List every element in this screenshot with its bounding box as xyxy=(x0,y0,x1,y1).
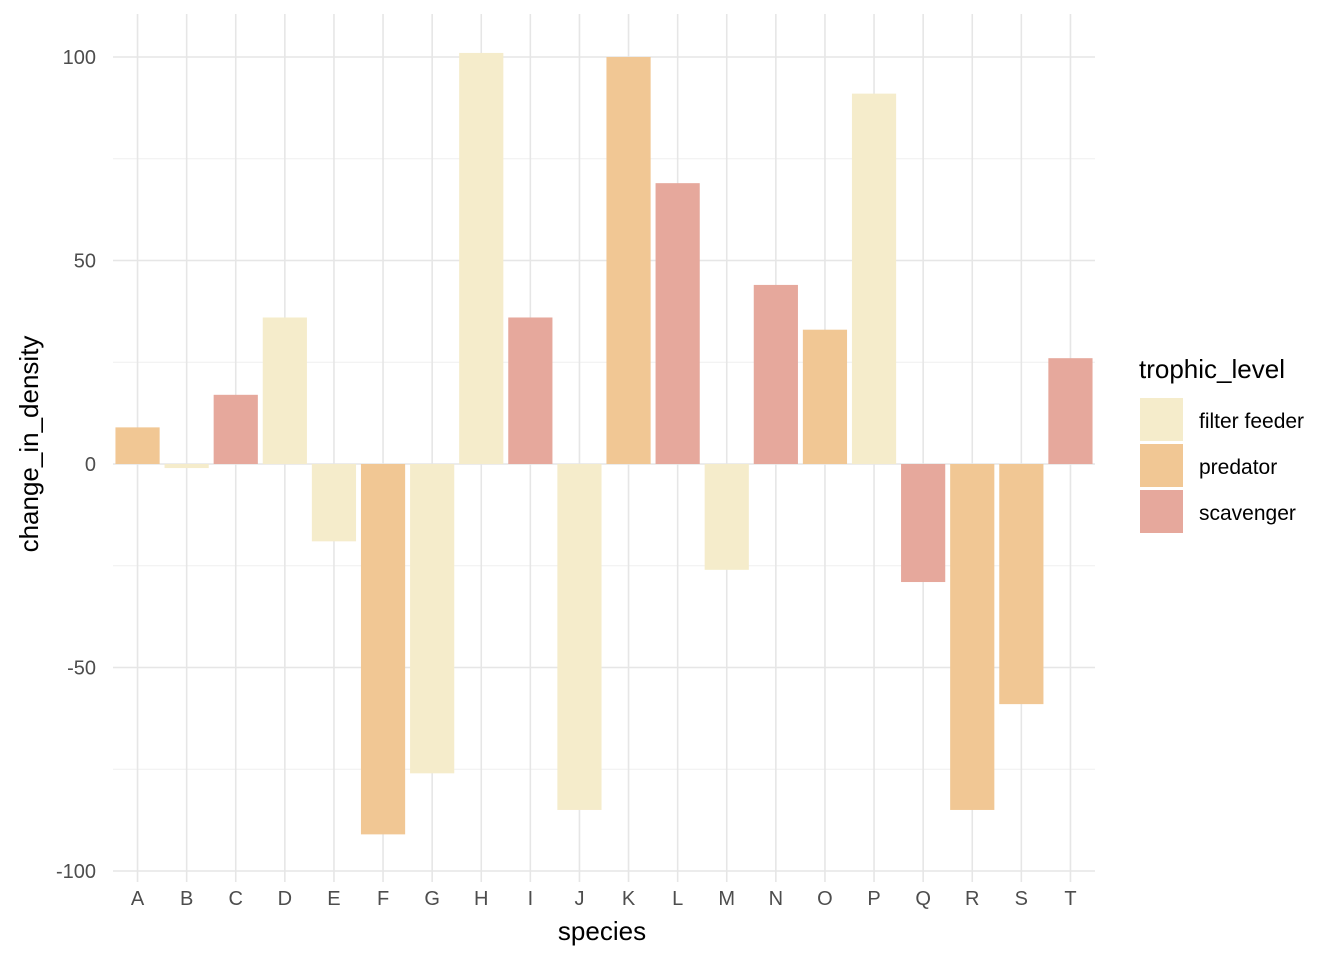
bar-N xyxy=(753,284,798,464)
y-axis-ticks: -100 -50 0 50 100 xyxy=(56,47,96,883)
x-tick-label-R: R xyxy=(965,888,979,910)
y-axis-title: change_in_density xyxy=(14,336,44,553)
legend: trophic_level filter feeder predator scave… xyxy=(1139,354,1304,533)
legend-swatch-predator xyxy=(1140,444,1183,487)
x-tick-label-C: C xyxy=(229,888,243,910)
bar-L xyxy=(655,183,700,465)
x-tick-label-B: B xyxy=(180,888,193,910)
grid-lines xyxy=(113,14,1095,882)
x-tick-label-J: J xyxy=(574,888,584,910)
x-tick-label-H: H xyxy=(474,888,488,910)
x-tick-label-P: P xyxy=(867,888,880,910)
legend-label: filter feeder xyxy=(1199,410,1304,433)
x-tick-label-I: I xyxy=(528,888,534,910)
legend-label: scavenger xyxy=(1199,502,1296,525)
x-tick-label-M: M xyxy=(718,888,735,910)
y-tick-label: 50 xyxy=(74,251,96,273)
x-axis-title: species xyxy=(558,916,646,946)
bar-Q xyxy=(901,464,946,583)
x-tick-label-D: D xyxy=(278,888,292,910)
bar-O xyxy=(802,329,848,464)
bar-R xyxy=(950,464,995,810)
x-tick-label-A: A xyxy=(131,888,145,910)
bar-P xyxy=(851,93,897,464)
x-tick-label-N: N xyxy=(769,888,783,910)
bar-M xyxy=(704,464,749,570)
y-tick-label: 0 xyxy=(85,454,96,476)
x-tick-label-Q: Q xyxy=(915,888,931,910)
bar-C xyxy=(213,394,258,464)
y-tick-label: -100 xyxy=(56,861,96,883)
bar-K xyxy=(606,57,651,464)
bar-I xyxy=(508,317,553,464)
bar-D xyxy=(262,317,307,464)
y-tick-label: -50 xyxy=(67,658,96,680)
x-tick-label-T: T xyxy=(1064,888,1076,910)
x-tick-label-K: K xyxy=(622,888,636,910)
bar-G xyxy=(410,464,455,774)
bar-F xyxy=(360,464,406,835)
legend-swatch-scavenger xyxy=(1140,490,1183,533)
y-tick-label: 100 xyxy=(63,47,96,69)
x-tick-label-L: L xyxy=(672,888,683,910)
bar-E xyxy=(311,464,357,542)
bar-H xyxy=(459,52,504,465)
x-tick-label-S: S xyxy=(1015,888,1028,910)
x-axis-ticks: A B C D E F G H I J K L M N O P Q R S T xyxy=(131,888,1077,910)
x-tick-label-E: E xyxy=(327,888,340,910)
bar-S xyxy=(999,464,1044,705)
bar-T xyxy=(1048,358,1093,464)
legend-title: trophic_level xyxy=(1139,354,1285,384)
bar-B xyxy=(164,464,209,469)
x-tick-label-O: O xyxy=(817,888,833,910)
legend-swatch-filter-feeder xyxy=(1140,398,1183,441)
x-tick-label-G: G xyxy=(424,888,440,910)
legend-label: predator xyxy=(1199,456,1277,479)
x-tick-label-F: F xyxy=(377,888,389,910)
bar-A xyxy=(115,427,160,464)
bar-J xyxy=(557,464,602,810)
bars-group xyxy=(115,52,1093,835)
